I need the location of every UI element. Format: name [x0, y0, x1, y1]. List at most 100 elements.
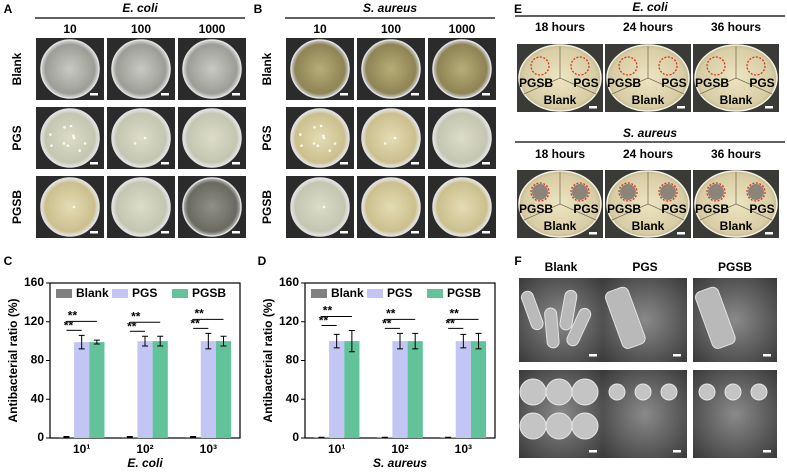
error-bar — [333, 333, 340, 349]
plate-label: Blank — [632, 93, 665, 107]
colony — [133, 142, 137, 145]
legend-swatch — [311, 289, 327, 298]
x-tick-label: 10² — [136, 442, 153, 456]
column-label: 1000 — [449, 22, 476, 36]
cell — [694, 286, 736, 349]
column-label: Blank — [545, 260, 578, 274]
panel-title: S. aureus — [623, 126, 677, 140]
plate-label: PGS — [661, 76, 686, 90]
cell — [571, 412, 599, 440]
y-tick-label: 40 — [286, 391, 300, 405]
scale-bar — [673, 450, 681, 453]
disc — [708, 184, 724, 200]
scale-bar — [589, 106, 597, 109]
divider — [699, 46, 773, 95]
cell — [545, 412, 573, 440]
scale-bar — [90, 93, 98, 96]
panel-title: E. coli — [122, 1, 158, 15]
divider — [699, 172, 773, 221]
plate — [182, 39, 242, 99]
disc — [748, 184, 764, 200]
error-bar — [445, 436, 452, 439]
panel-title: E. coli — [632, 0, 668, 14]
legend-swatch — [367, 289, 383, 298]
scale-bar — [232, 162, 240, 165]
error-bar — [475, 332, 482, 350]
scale-bar — [340, 93, 348, 96]
legend-label: PGS — [132, 286, 157, 300]
colony — [69, 124, 73, 128]
column-label: 24 hours — [623, 20, 673, 34]
colony — [322, 134, 325, 138]
cell — [604, 286, 646, 349]
bar — [200, 341, 216, 438]
plate-label: PGSB — [519, 76, 553, 90]
plate — [290, 108, 350, 168]
column-label: 100 — [381, 22, 401, 36]
colony — [383, 142, 387, 145]
inhibition-zone — [706, 182, 726, 202]
panel-letter: D — [258, 254, 267, 268]
scale-bar — [589, 232, 597, 235]
row-label: Blank — [260, 52, 274, 85]
bar — [392, 341, 408, 438]
x-tick-label: 10² — [391, 442, 408, 456]
cell — [519, 412, 547, 440]
y-tick-label: 40 — [31, 391, 45, 405]
divider — [611, 46, 685, 95]
scale-bar — [90, 162, 98, 165]
sem-image — [693, 370, 777, 458]
colony — [78, 149, 82, 152]
scale-bar — [482, 93, 490, 96]
plate-label: Blank — [544, 93, 577, 107]
panel-letter: E — [514, 2, 522, 16]
significance-label: ** — [449, 307, 459, 321]
column-label: 24 hours — [623, 147, 673, 161]
inhibition-zone — [618, 56, 638, 76]
error-bar — [157, 335, 164, 347]
row-label: PGS — [260, 125, 274, 150]
plate-label: PGSB — [607, 202, 641, 216]
plate — [40, 177, 100, 237]
cell — [634, 383, 652, 401]
significance-label: ** — [194, 307, 204, 321]
colony — [316, 144, 320, 148]
legend-label: Blank — [331, 286, 364, 300]
plate — [111, 39, 171, 99]
colony — [322, 136, 326, 140]
disc — [572, 184, 588, 200]
plate — [111, 177, 171, 237]
plate-label: PGS — [573, 76, 598, 90]
panel-title: S. aureus — [363, 1, 417, 15]
plate — [290, 177, 350, 237]
inhibition-zone — [570, 182, 590, 202]
plate — [111, 108, 171, 168]
plate-label: PGSB — [607, 76, 641, 90]
disc — [620, 184, 636, 200]
cell — [544, 307, 560, 349]
inhibition-zone — [746, 182, 766, 202]
cell — [571, 378, 599, 406]
scale-bar — [90, 231, 98, 234]
sem-image — [603, 370, 687, 458]
row-label: PGS — [10, 125, 24, 150]
inhibition-zone — [618, 182, 638, 202]
colony — [62, 142, 66, 145]
y-tick-label: 160 — [24, 275, 44, 289]
y-axis-label: Antibacterial ratio (%) — [261, 298, 275, 422]
scale-bar — [673, 354, 681, 357]
plate — [361, 108, 421, 168]
y-tick-label: 120 — [279, 314, 299, 328]
legend-swatch — [56, 289, 72, 298]
plate-label: PGSB — [695, 76, 729, 90]
bar — [329, 341, 345, 438]
scale-bar — [482, 162, 490, 165]
panel-letter: F — [514, 254, 521, 268]
x-tick-label: 10³ — [455, 442, 472, 456]
y-tick-label: 120 — [24, 314, 44, 328]
column-label: 10 — [63, 22, 77, 36]
bar — [470, 341, 487, 438]
scale-bar — [232, 93, 240, 96]
scale-bar — [161, 162, 169, 165]
column-label: PGSB — [718, 260, 752, 274]
